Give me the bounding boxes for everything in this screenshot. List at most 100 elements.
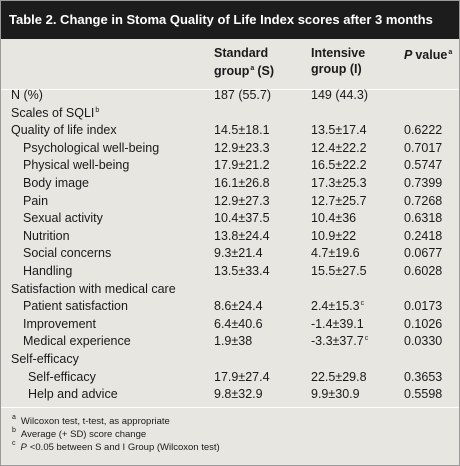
cell: 13.8±24.4 xyxy=(214,229,270,243)
cell: 0.6028 xyxy=(404,264,442,278)
row-label-text: Self-efficacy xyxy=(11,352,79,366)
row-label-text: Body image xyxy=(23,176,90,190)
cell-text: 0.0677 xyxy=(404,246,443,261)
footnote: a Wilcoxon test, t-test, as appropriate xyxy=(11,414,170,427)
cell-text: 15.5±27.5 xyxy=(311,264,367,278)
cell-text: 0.3653 xyxy=(404,369,443,384)
row-label: Physical well-being xyxy=(23,158,129,172)
cell: 12.9±27.3 xyxy=(214,194,270,208)
row-label: Psychological well-being xyxy=(23,141,159,155)
cell-text: 0.6222 xyxy=(404,123,443,138)
cell: 12.4±22.2 xyxy=(311,141,367,155)
cell: 10.4±36 xyxy=(311,211,356,225)
cell-text-sup: c xyxy=(360,300,365,308)
cell: 12.9±23.3 xyxy=(214,141,270,155)
footnote-text: <0.05 between S and I Group (Wilcoxon te… xyxy=(29,442,220,453)
header-text-italic: P xyxy=(404,48,413,62)
row-label: Improvement xyxy=(23,317,96,331)
cell: -1.4±39.1 xyxy=(311,317,364,331)
cell-text: 0.7399 xyxy=(404,176,443,190)
header-line: group xyxy=(214,64,250,78)
row-label: Scales of SQLIb xyxy=(11,106,99,120)
cell-text: 12.7±25.7 xyxy=(311,193,367,208)
cell: 0.7399 xyxy=(404,176,442,190)
cell-text: 0.5747 xyxy=(404,158,443,173)
cell-text: 149 (44.3) xyxy=(311,88,368,102)
cell: 16.1±26.8 xyxy=(214,176,270,190)
cell: 0.7268 xyxy=(404,194,442,208)
cell-text: 10.4±36 xyxy=(311,211,357,226)
footnote: b Average (+ SD) score change xyxy=(11,427,146,440)
cell-text-sup: c xyxy=(364,335,369,343)
footnote-text-italic: P xyxy=(20,442,27,453)
cell-text: 10.9±22 xyxy=(311,228,357,243)
row-label-text: Improvement xyxy=(23,316,96,331)
header-text-sup: a xyxy=(448,49,453,56)
row-label: Patient satisfaction xyxy=(23,299,128,313)
cell: 0.6318 xyxy=(404,211,442,225)
header-suffix: (S) xyxy=(257,64,274,78)
cell: 9.3±21.4 xyxy=(214,246,263,260)
cell-text: 16.1±26.8 xyxy=(214,176,270,190)
cell-text: 13.5±33.4 xyxy=(214,264,270,278)
cell: 10.9±22 xyxy=(311,229,356,243)
column-header: Intensive group (I) xyxy=(311,45,365,77)
cell-text: -3.3±37.7 xyxy=(311,334,364,349)
cell: -3.3±37.7c xyxy=(311,334,368,348)
row-label-text: Psychological well-being xyxy=(23,140,160,155)
cell-text: 14.5±18.1 xyxy=(214,123,270,138)
footnote-mark: c xyxy=(12,440,16,447)
row-label-text: Scales of SQLI xyxy=(11,105,95,120)
cell-text: 0.7017 xyxy=(404,140,443,155)
header-line: Intensive xyxy=(311,46,366,60)
row-label-text: Satisfaction with medical care xyxy=(11,281,176,296)
cell: 0.7017 xyxy=(404,141,442,155)
row-label: Sexual activity xyxy=(23,211,103,225)
cell-text: 13.5±17.4 xyxy=(311,123,367,138)
cell: 17.9±27.4 xyxy=(214,370,270,384)
cell-text: 17.9±27.4 xyxy=(214,369,270,384)
row-label-text: Patient satisfaction xyxy=(23,299,128,314)
cell-text: 22.5±29.8 xyxy=(311,369,367,384)
footnote-text: Average (+ SD) score change xyxy=(20,429,147,440)
row-label-text: Help and advice xyxy=(28,387,118,402)
cell-text: 0.0173 xyxy=(404,299,443,314)
cell: 0.2418 xyxy=(404,229,442,243)
cell-text: 6.4±40.6 xyxy=(214,316,263,331)
cell-text: 0.0330 xyxy=(404,334,443,349)
cell-text: 9.3±21.4 xyxy=(214,246,263,261)
row-label-text: Self-efficacy xyxy=(28,369,96,384)
header-line: Standard xyxy=(214,46,269,60)
row-label: Nutrition xyxy=(23,229,70,243)
row-label-text: N (%) xyxy=(11,88,43,102)
cell-text: -1.4±39.1 xyxy=(311,316,364,331)
cell: 13.5±17.4 xyxy=(311,123,367,137)
cell: 0.3653 xyxy=(404,370,442,384)
cell: 2.4±15.3c xyxy=(311,299,364,313)
cell: 15.5±27.5 xyxy=(311,264,367,278)
cell: 149 (44.3) xyxy=(311,88,368,102)
header-text: value xyxy=(415,48,448,62)
row-label: Satisfaction with medical care xyxy=(11,282,176,296)
cell: 0.5747 xyxy=(404,158,442,172)
row-label-text: Medical experience xyxy=(23,334,131,349)
footnote-mark: b xyxy=(12,427,16,434)
cell: 13.5±33.4 xyxy=(214,264,270,278)
cell: 4.7±19.6 xyxy=(311,246,360,260)
cell-text: 9.8±32.9 xyxy=(214,387,263,402)
cell: 14.5±18.1 xyxy=(214,123,270,137)
table-title: Table 2. Change in Stoma Quality of Life… xyxy=(1,1,459,39)
cell-text: 0.5598 xyxy=(404,387,443,402)
header-line: group (I) xyxy=(311,62,362,76)
row-label-text: Pain xyxy=(23,193,49,208)
header-rule xyxy=(1,89,459,90)
cell-text: 12.4±22.2 xyxy=(311,140,367,155)
row-label-text: Quality of life index xyxy=(11,123,117,138)
row-label: Self-efficacy xyxy=(28,370,96,384)
cell-text: 187 (55.7) xyxy=(214,88,271,102)
cell: 0.1026 xyxy=(404,317,442,331)
cell: 16.5±22.2 xyxy=(311,158,367,172)
cell: 1.9±38 xyxy=(214,334,252,348)
cell: 0.6222 xyxy=(404,123,442,137)
